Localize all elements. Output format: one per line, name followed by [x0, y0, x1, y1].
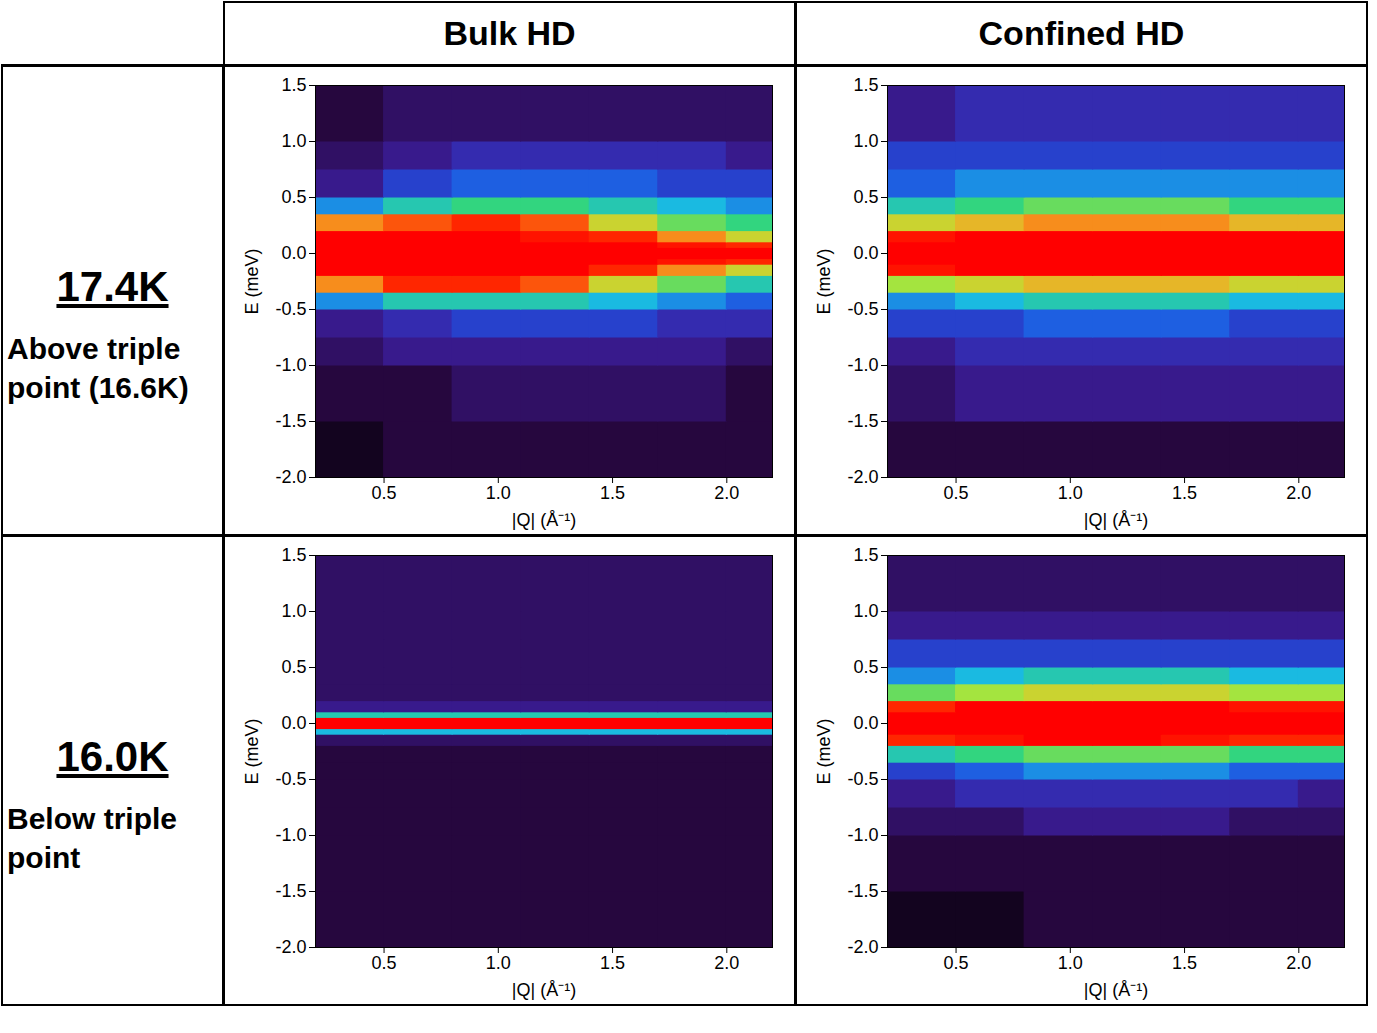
svg-text:1.0: 1.0 [853, 131, 878, 151]
svg-text:1.0: 1.0 [281, 601, 306, 621]
svg-text:-2.0: -2.0 [847, 937, 878, 957]
html-text:Bulk HD: Bulk HD [443, 14, 576, 52]
svg-text:2.0: 2.0 [1286, 483, 1311, 503]
svg-text:-1.5: -1.5 [847, 881, 878, 901]
svg-text:|Q| (Å⁻¹): |Q| (Å⁻¹) [512, 509, 576, 529]
svg-text:1.5: 1.5 [1172, 953, 1197, 973]
svg-text:1.5: 1.5 [1172, 483, 1197, 503]
svg-text:-1.5: -1.5 [275, 881, 306, 901]
svg-text:|Q| (Å⁻¹): |Q| (Å⁻¹) [1084, 509, 1148, 529]
html-text:16.0K: 16.0K [56, 733, 169, 780]
svg-text:-0.5: -0.5 [275, 299, 306, 319]
svg-text:0.5: 0.5 [372, 483, 397, 503]
svg-text:1.5: 1.5 [281, 545, 306, 565]
svg-text:E (meV): E (meV) [242, 248, 262, 314]
svg-text:2.0: 2.0 [714, 953, 739, 973]
svg-text:0.5: 0.5 [281, 187, 306, 207]
svg-text:-1.0: -1.0 [275, 355, 306, 375]
svg-text:1.5: 1.5 [853, 545, 878, 565]
html-text:Confined HD: Confined HD [978, 14, 1185, 52]
html-text:Above triple point (16.6K): Above triple point (16.6K) [7, 332, 189, 404]
svg-text:0.5: 0.5 [281, 657, 306, 677]
svg-text:2.0: 2.0 [1286, 953, 1311, 973]
svg-text:-2.0: -2.0 [275, 467, 306, 487]
svg-text:-1.0: -1.0 [847, 355, 878, 375]
svg-text:-1.5: -1.5 [275, 411, 306, 431]
svg-text:E (meV): E (meV) [814, 248, 834, 314]
svg-text:-0.5: -0.5 [847, 769, 878, 789]
svg-text:0.0: 0.0 [853, 243, 878, 263]
svg-text:0.0: 0.0 [281, 243, 306, 263]
svg-text:-2.0: -2.0 [275, 937, 306, 957]
svg-text:0.5: 0.5 [853, 657, 878, 677]
svg-text:0.5: 0.5 [372, 953, 397, 973]
svg-text:1.0: 1.0 [486, 483, 511, 503]
svg-text:-1.0: -1.0 [275, 825, 306, 845]
svg-text:1.0: 1.0 [1058, 483, 1083, 503]
svg-text:-0.5: -0.5 [847, 299, 878, 319]
svg-text:E (meV): E (meV) [814, 718, 834, 784]
svg-text:1.5: 1.5 [600, 953, 625, 973]
svg-text:1.5: 1.5 [853, 75, 878, 95]
svg-text:1.5: 1.5 [600, 483, 625, 503]
svg-text:0.5: 0.5 [853, 187, 878, 207]
svg-text:|Q| (Å⁻¹): |Q| (Å⁻¹) [1084, 979, 1148, 999]
svg-text:-0.5: -0.5 [275, 769, 306, 789]
svg-text:-2.0: -2.0 [847, 467, 878, 487]
html-text:Below triple point: Below triple point [7, 802, 177, 874]
svg-text:1.0: 1.0 [853, 601, 878, 621]
svg-text:-1.5: -1.5 [847, 411, 878, 431]
svg-text:0.0: 0.0 [281, 713, 306, 733]
svg-text:E (meV): E (meV) [242, 718, 262, 784]
html-text:17.4K: 17.4K [56, 263, 169, 310]
svg-text:1.0: 1.0 [1058, 953, 1083, 973]
svg-text:0.0: 0.0 [853, 713, 878, 733]
svg-text:|Q| (Å⁻¹): |Q| (Å⁻¹) [512, 979, 576, 999]
svg-text:2.0: 2.0 [714, 483, 739, 503]
svg-text:1.0: 1.0 [281, 131, 306, 151]
svg-text:0.5: 0.5 [944, 483, 969, 503]
svg-text:0.5: 0.5 [944, 953, 969, 973]
svg-text:-1.0: -1.0 [847, 825, 878, 845]
svg-text:1.5: 1.5 [281, 75, 306, 95]
svg-text:1.0: 1.0 [486, 953, 511, 973]
